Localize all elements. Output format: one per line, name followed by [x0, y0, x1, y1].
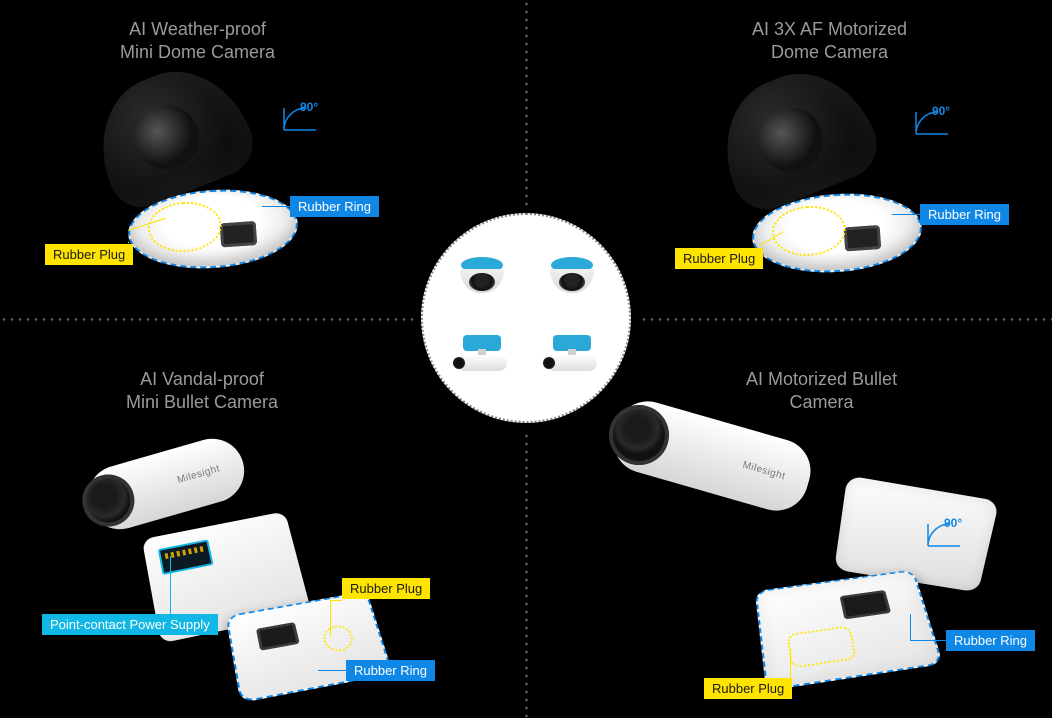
- title-quad-b: AI 3X AF Motorized Dome Camera: [752, 18, 907, 65]
- label-rubber-plug-d: Rubber Plug: [704, 678, 792, 699]
- mini-dome-tl: [457, 257, 507, 293]
- label-rubber-ring-a: Rubber Ring: [290, 196, 379, 217]
- label-rubber-ring-d: Rubber Ring: [946, 630, 1035, 651]
- lead-blue-b: [892, 214, 920, 215]
- label-rubber-plug-a: Rubber Plug: [45, 244, 133, 265]
- mini-bullet-bl: [447, 335, 517, 377]
- label-rubber-plug-c: Rubber Plug: [342, 578, 430, 599]
- mini-bullet-br: [537, 335, 607, 377]
- angle-quad-b: 90°: [912, 108, 952, 138]
- title-quad-d: AI Motorized Bullet Camera: [746, 368, 897, 415]
- title-quad-c: AI Vandal-proof Mini Bullet Camera: [126, 368, 278, 415]
- lead-yellow-a: [128, 242, 129, 243]
- angle-quad-d: 90°: [924, 520, 964, 550]
- label-rubber-plug-b: Rubber Plug: [675, 248, 763, 269]
- lead-blue-a: [262, 206, 290, 207]
- center-product-circle: [421, 213, 631, 423]
- lead-cyan-c-h: [114, 614, 170, 615]
- label-power-supply-c: Point-contact Power Supply: [42, 614, 218, 635]
- title-quad-a: AI Weather-proof Mini Dome Camera: [120, 18, 275, 65]
- lead-yellow-c2: [330, 600, 342, 601]
- lead-blue-c: [318, 670, 346, 671]
- mini-dome-tr: [547, 257, 597, 293]
- lead-blue-d: [910, 640, 946, 641]
- angle-quad-a: 90°: [280, 104, 320, 134]
- label-rubber-ring-c: Rubber Ring: [346, 660, 435, 681]
- label-rubber-ring-b: Rubber Ring: [920, 204, 1009, 225]
- lead-yellow-c: [330, 600, 331, 636]
- lead-yellow-d: [790, 648, 791, 678]
- lead-cyan-c-v: [170, 556, 171, 614]
- lead-blue-d2: [910, 614, 911, 640]
